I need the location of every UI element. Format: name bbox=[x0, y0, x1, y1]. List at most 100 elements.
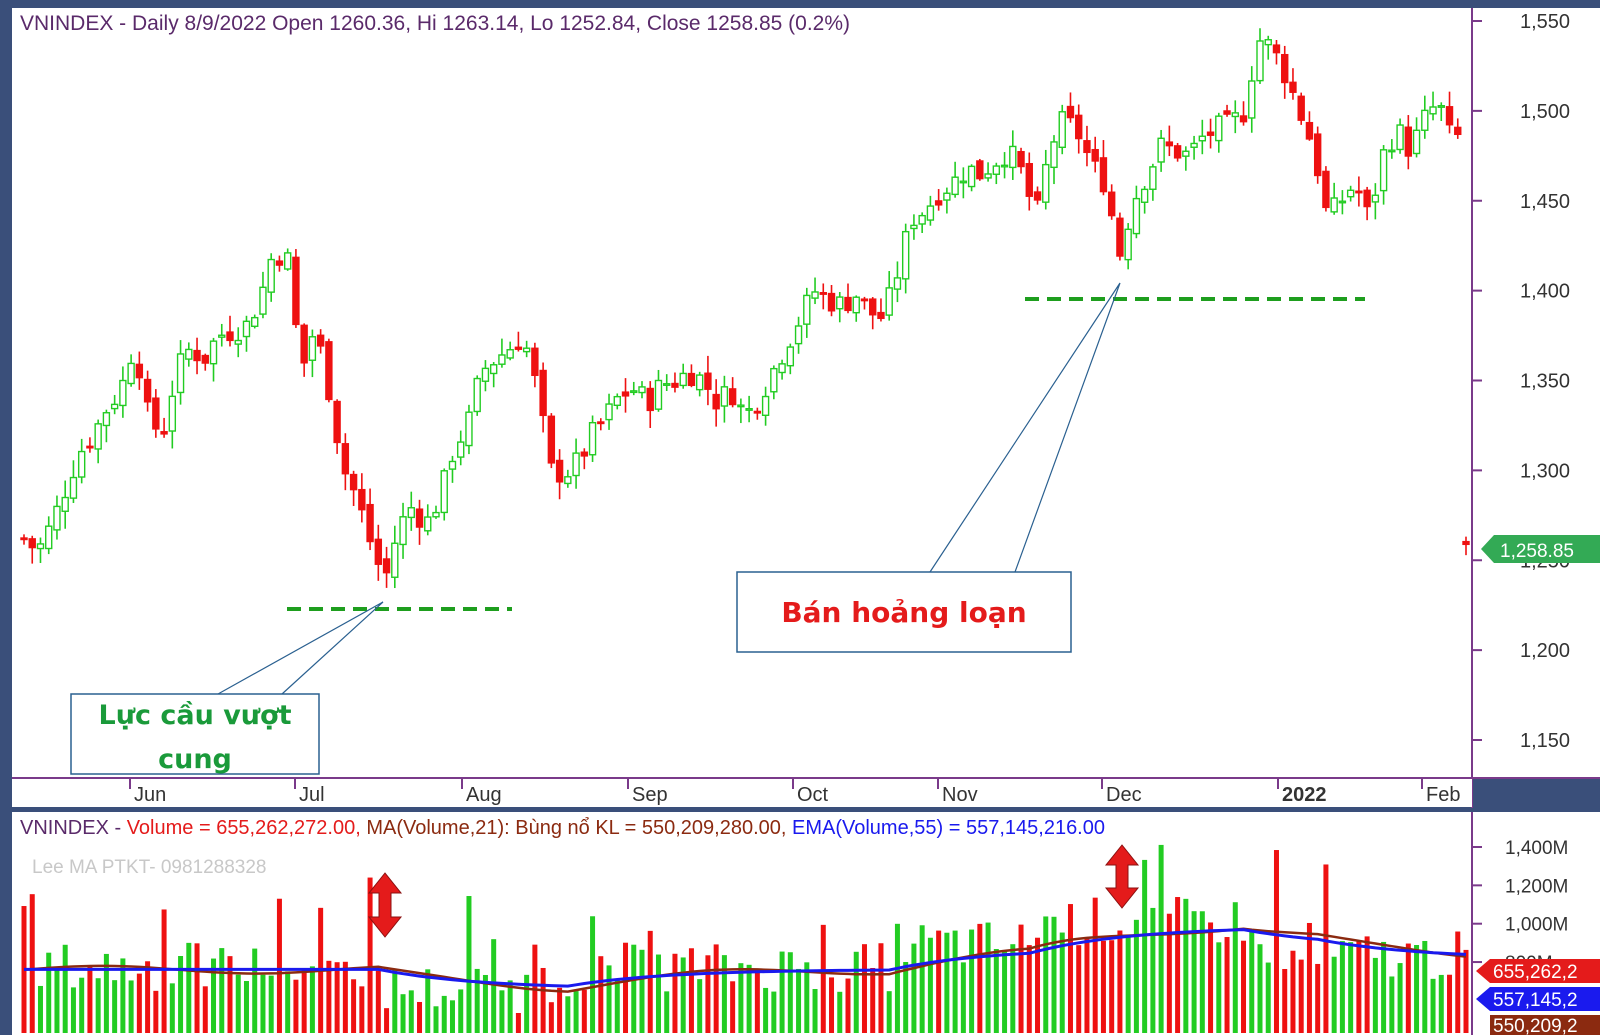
volume-bar bbox=[1059, 932, 1065, 1033]
candle-body bbox=[786, 346, 795, 367]
volume-bar bbox=[1199, 911, 1205, 1033]
price-tick-label: 1,400 bbox=[1520, 281, 1570, 303]
volume-bar bbox=[1150, 907, 1156, 1033]
candle-body bbox=[135, 363, 144, 379]
candle-body bbox=[926, 205, 935, 221]
volume-bar bbox=[326, 960, 332, 1033]
candle-body bbox=[580, 451, 589, 457]
volume-bar bbox=[417, 1001, 423, 1033]
candle-body bbox=[1289, 81, 1297, 93]
volume-bar bbox=[664, 991, 670, 1033]
volume-bar bbox=[202, 986, 208, 1033]
candle-body bbox=[28, 538, 36, 549]
price-tick-label: 1,550 bbox=[1520, 11, 1570, 33]
volume-bar bbox=[886, 991, 892, 1033]
candle-body bbox=[374, 538, 383, 565]
candle-body bbox=[745, 408, 753, 411]
candle-body bbox=[704, 372, 712, 390]
volume-bar bbox=[829, 977, 835, 1033]
candle-body bbox=[61, 496, 69, 512]
candle-body bbox=[1066, 105, 1075, 119]
volume-bar bbox=[779, 951, 785, 1033]
legend-ema: EMA(Volume,55) = 557,145,216.00 bbox=[792, 817, 1105, 839]
volume-bar bbox=[787, 952, 793, 1033]
date-tick-label: Jun bbox=[134, 784, 166, 806]
candle-body bbox=[127, 362, 135, 385]
candle-body bbox=[168, 395, 177, 432]
candle-body bbox=[218, 334, 226, 338]
volume-bar bbox=[1372, 957, 1378, 1033]
candle-body bbox=[654, 379, 663, 410]
volume-bar bbox=[87, 965, 93, 1033]
candle-body bbox=[1256, 40, 1264, 82]
volume-bar bbox=[79, 977, 85, 1033]
volume-bar bbox=[1397, 963, 1403, 1033]
candle-body bbox=[630, 390, 638, 394]
candle-body bbox=[893, 277, 902, 290]
volume-bar bbox=[927, 937, 933, 1033]
candle-body bbox=[827, 292, 836, 312]
volume-bar bbox=[1257, 944, 1263, 1033]
volume-bar bbox=[837, 991, 843, 1033]
volume-bar bbox=[1438, 974, 1444, 1033]
candle-body bbox=[300, 324, 308, 364]
volume-bar bbox=[70, 987, 76, 1033]
volume-bar bbox=[573, 991, 579, 1033]
candle-body bbox=[901, 230, 910, 280]
candle-body bbox=[489, 364, 498, 375]
candle-body bbox=[869, 298, 877, 316]
volume-bar bbox=[639, 949, 645, 1033]
candle-body bbox=[481, 367, 490, 382]
volume-bar bbox=[944, 932, 950, 1033]
candle-body bbox=[613, 395, 621, 407]
volume-bar bbox=[688, 948, 694, 1033]
volume-bar bbox=[606, 965, 612, 1033]
volume-bar bbox=[771, 991, 777, 1033]
volume-bar bbox=[1331, 956, 1337, 1033]
candle-body bbox=[349, 473, 358, 491]
candle-body bbox=[292, 256, 300, 326]
callout-left-line1: Lực cầu vượt bbox=[99, 700, 292, 731]
candle-body bbox=[679, 372, 687, 387]
candle-body bbox=[1231, 112, 1239, 118]
candle-body bbox=[341, 443, 350, 475]
candle-body bbox=[152, 397, 160, 430]
volume-bar bbox=[796, 968, 802, 1033]
candle-body bbox=[316, 334, 325, 347]
candle-body bbox=[1239, 115, 1248, 123]
volume-bar bbox=[1208, 922, 1214, 1033]
volume-bar bbox=[194, 943, 200, 1033]
candle-body bbox=[201, 354, 209, 364]
candle-body bbox=[1396, 124, 1404, 151]
candle-body bbox=[20, 537, 28, 541]
volume-bar bbox=[384, 1008, 390, 1033]
candle-body bbox=[176, 353, 185, 394]
candle-body bbox=[1206, 131, 1215, 136]
candle-body bbox=[432, 511, 440, 518]
volume-bar bbox=[853, 951, 859, 1033]
candle-body bbox=[53, 505, 61, 531]
candle-body bbox=[424, 516, 432, 532]
volume-bar bbox=[178, 956, 184, 1033]
volume-bar bbox=[903, 962, 909, 1033]
volume-bar bbox=[1405, 943, 1411, 1033]
volume-bar bbox=[763, 987, 769, 1033]
candle-body bbox=[753, 410, 762, 414]
volume-bar bbox=[1026, 945, 1032, 1033]
volume-bar bbox=[647, 930, 653, 1033]
candle-body bbox=[1281, 53, 1289, 84]
candle-body bbox=[1264, 39, 1272, 46]
volume-bar bbox=[1273, 850, 1279, 1033]
volume-bar bbox=[359, 986, 365, 1033]
volume-bar bbox=[820, 924, 826, 1033]
candle-body bbox=[1190, 142, 1198, 148]
callout-left-line2: cung bbox=[158, 744, 232, 775]
date-tick-label: Jul bbox=[299, 784, 325, 806]
volume-bar bbox=[565, 996, 571, 1033]
date-tick-label: Nov bbox=[942, 784, 978, 806]
candle-body bbox=[209, 340, 218, 365]
volume-bar bbox=[1422, 940, 1428, 1033]
volume-bar bbox=[458, 989, 464, 1033]
volume-bar bbox=[276, 898, 282, 1033]
